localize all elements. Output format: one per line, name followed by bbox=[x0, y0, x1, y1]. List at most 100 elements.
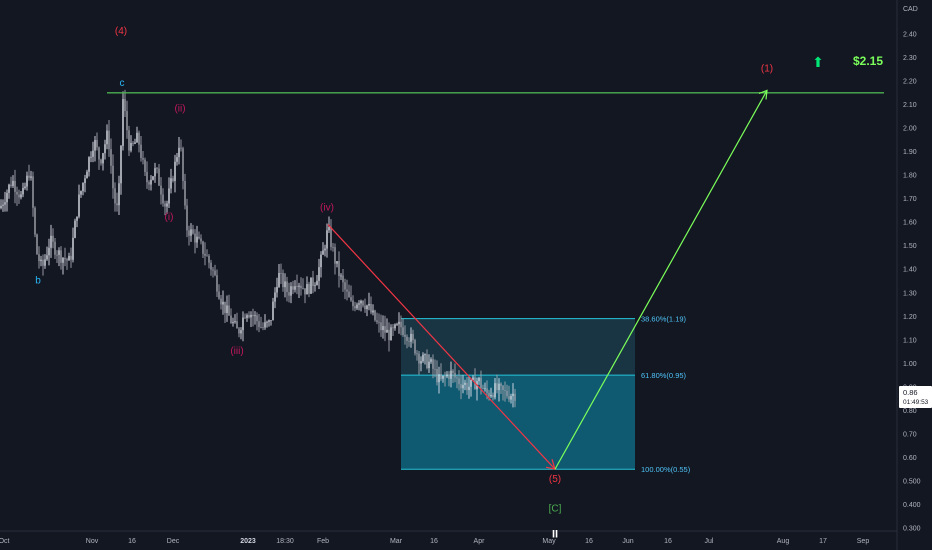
candle-body bbox=[148, 182, 150, 185]
bar-countdown: 01:49:53 bbox=[903, 399, 929, 406]
candle-body bbox=[292, 286, 294, 290]
candle-body bbox=[158, 168, 160, 186]
candle-body bbox=[124, 99, 126, 112]
candle-body bbox=[490, 394, 492, 397]
target-price-tag: ⬆ $2.15 bbox=[812, 54, 883, 71]
candle-body bbox=[4, 202, 6, 205]
candle-body bbox=[202, 241, 204, 254]
candle-body bbox=[438, 374, 440, 383]
candle-body bbox=[144, 159, 146, 172]
candle-body bbox=[386, 329, 388, 333]
candle-body bbox=[380, 322, 382, 331]
candle-body bbox=[304, 288, 306, 295]
candle-body bbox=[482, 388, 484, 389]
fib-level-label: 100.00%(0.55) bbox=[641, 465, 691, 474]
projection-lines[interactable] bbox=[107, 89, 884, 470]
price-tick-label: 1.60 bbox=[903, 220, 917, 227]
candle-body bbox=[198, 236, 200, 239]
candle-body bbox=[180, 147, 182, 149]
candle-body bbox=[436, 369, 438, 383]
wave-label: c bbox=[120, 78, 125, 89]
candle-body bbox=[194, 233, 196, 243]
candle-body bbox=[174, 161, 176, 181]
candle-body bbox=[306, 284, 308, 295]
candle-body bbox=[58, 250, 60, 255]
candle-body bbox=[260, 327, 262, 328]
candle-body bbox=[448, 374, 450, 379]
last-price-value: 0.86 bbox=[903, 388, 918, 397]
candle-body bbox=[268, 320, 270, 322]
bearish-projection-line[interactable] bbox=[327, 224, 556, 470]
candle-body bbox=[378, 321, 380, 323]
candle-body bbox=[20, 194, 22, 198]
wave-label: (5) bbox=[549, 474, 561, 485]
candle-body bbox=[26, 175, 28, 187]
fib-retracement-box[interactable]: 38.60%(1.19) 61.80%(0.95) 100.00%(0.55) bbox=[401, 315, 691, 475]
candle-body bbox=[134, 142, 136, 144]
candle-body bbox=[374, 310, 376, 321]
candle-body bbox=[346, 289, 348, 292]
candle-body bbox=[444, 375, 446, 377]
candle-body bbox=[328, 227, 330, 231]
candle-body bbox=[16, 191, 18, 195]
price-tick-label: 1.90 bbox=[903, 149, 917, 156]
candle-body bbox=[468, 386, 470, 391]
candle-body bbox=[470, 379, 472, 387]
candle-body bbox=[336, 261, 338, 264]
candle-body bbox=[366, 305, 368, 310]
candle-body bbox=[318, 267, 320, 281]
candle-body bbox=[362, 300, 364, 306]
time-tick-label: Feb bbox=[317, 538, 329, 545]
candle-body bbox=[416, 353, 418, 355]
candle-body bbox=[30, 176, 32, 178]
candle-body bbox=[406, 336, 408, 341]
candle-body bbox=[384, 326, 386, 333]
bullish-projection-line[interactable] bbox=[554, 90, 768, 470]
candle-body bbox=[192, 229, 194, 234]
candle-body bbox=[162, 194, 164, 204]
candle-body bbox=[136, 132, 138, 143]
candle-body bbox=[110, 149, 112, 166]
candle-body bbox=[98, 147, 100, 160]
candle-body bbox=[308, 284, 310, 294]
candle-body bbox=[498, 383, 500, 391]
time-tick-label: 16 bbox=[664, 538, 672, 545]
price-axis[interactable]: CAD 2.40 2.30 2.20 2.10 2.00 1.90 1.80 1.70 1.60… bbox=[903, 6, 921, 533]
candle-body bbox=[504, 390, 506, 391]
candle-body bbox=[452, 370, 454, 373]
candle-body bbox=[236, 321, 238, 329]
time-axis[interactable]: Oct Nov 16 Dec 2023 18:30 Feb Mar 16 Apr May 16 Jun 1… bbox=[0, 538, 869, 545]
candle-body bbox=[326, 230, 328, 249]
candle-body bbox=[28, 175, 30, 178]
candle-body bbox=[424, 354, 426, 356]
candle-body bbox=[152, 176, 154, 180]
candle-body bbox=[310, 277, 312, 294]
candle-body bbox=[454, 372, 456, 378]
candle-body bbox=[188, 230, 190, 236]
candle-body bbox=[234, 321, 236, 323]
candle-body bbox=[414, 340, 416, 354]
candle-body bbox=[70, 255, 72, 260]
candle-body bbox=[164, 203, 166, 207]
candle-body bbox=[12, 180, 14, 186]
candle-body bbox=[298, 285, 300, 287]
candle-body bbox=[118, 183, 120, 206]
candle-body bbox=[296, 286, 298, 287]
candle-body bbox=[196, 236, 198, 243]
candle-body bbox=[330, 227, 332, 248]
wave-label: (iii) bbox=[230, 346, 243, 357]
fib-zone-upper bbox=[401, 318, 635, 376]
candle-body bbox=[160, 185, 162, 195]
candle-body bbox=[344, 282, 346, 290]
candle-body bbox=[258, 321, 260, 328]
candle-body bbox=[392, 327, 394, 329]
candle-body bbox=[44, 259, 46, 266]
candle-body bbox=[354, 306, 356, 309]
wave-label: (4) bbox=[115, 26, 127, 37]
candle-body bbox=[426, 354, 428, 369]
candle-body bbox=[80, 191, 82, 195]
candle-body bbox=[418, 353, 420, 364]
candle-body bbox=[108, 130, 110, 150]
candle-body bbox=[514, 393, 516, 401]
